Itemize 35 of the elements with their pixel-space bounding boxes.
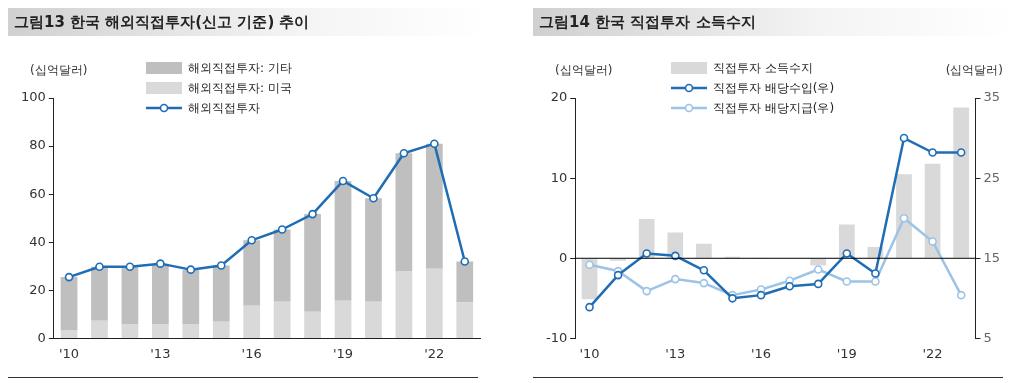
x-tick-label: '16 (750, 345, 772, 361)
y-tick-label: 0 (558, 249, 568, 265)
y-axis-title: (십억달러) (30, 62, 88, 79)
y-tick-label: -10 (546, 329, 568, 345)
y-tick-label: 20 (550, 89, 568, 105)
y-tick-label: 60 (29, 185, 46, 201)
x-tick-label: '10 (579, 345, 600, 361)
legend-label: 해외직접투자: 미국 (188, 79, 292, 97)
x-tick-label: '13 (150, 345, 171, 361)
y2-tick-label: 15 (983, 249, 1000, 265)
y-tick-label: 0 (37, 329, 46, 345)
chart-title: 그림14 한국 직접투자 소득수지 (533, 8, 1013, 36)
legend-label: 직접투자 배당지급(우) (713, 99, 835, 117)
y-tick-label: 100 (20, 89, 46, 105)
y-axis-title: (십억달러) (555, 62, 613, 79)
x-tick-label: '22 (922, 345, 943, 361)
chart-title: 그림13 한국 해외직접투자(신고 기준) 추이 (8, 8, 488, 36)
x-tick-label: '16 (241, 345, 262, 361)
x-tick-label: '13 (665, 345, 686, 361)
x-tick-label: '19 (332, 345, 354, 361)
y2-tick-label: 35 (983, 89, 1000, 105)
legend-label: 해외직접투자 (188, 99, 260, 117)
y-tick-label: 80 (29, 137, 46, 153)
x-tick-label: '19 (836, 345, 857, 361)
y2-axis-title: (십억달러) (945, 62, 1003, 79)
y-tick-label: 20 (29, 281, 46, 297)
y2-tick-label: 5 (983, 329, 992, 345)
y-tick-label: 10 (550, 169, 568, 185)
legend-label: 해외직접투자: 기타 (188, 59, 292, 77)
legend-label: 직접투자 소득수지 (713, 59, 813, 77)
y-tick-label: 40 (29, 233, 46, 249)
legend-label: 직접투자 배당수입(우) (713, 79, 835, 97)
y2-tick-label: 25 (983, 169, 1000, 185)
x-tick-label: '10 (58, 345, 80, 361)
x-tick-label: '22 (424, 345, 445, 361)
